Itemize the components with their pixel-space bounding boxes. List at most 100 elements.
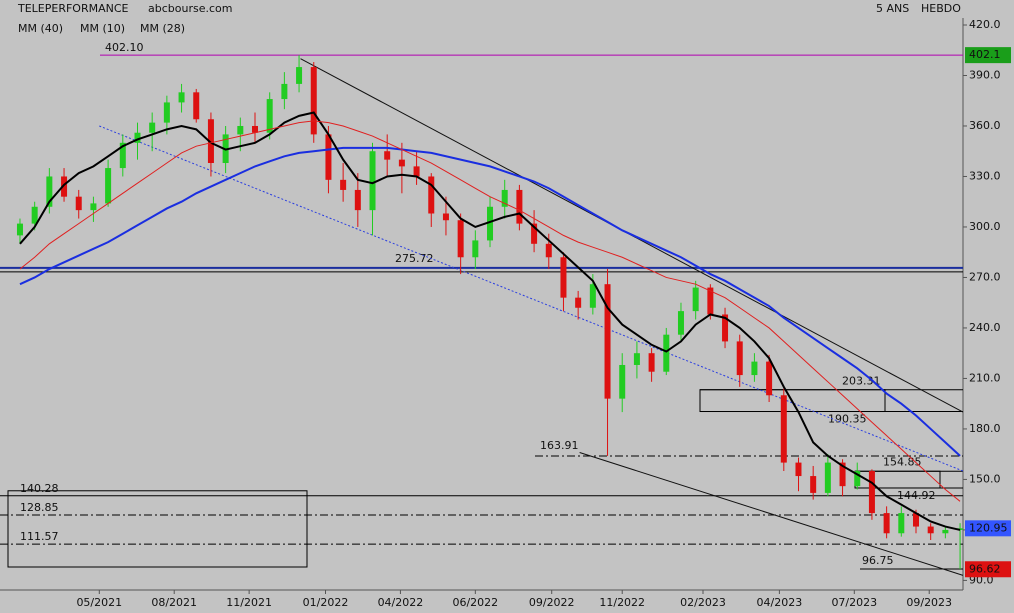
candle-body bbox=[854, 471, 861, 487]
candle-body bbox=[692, 287, 699, 312]
candle-body bbox=[545, 243, 552, 258]
candle-body bbox=[766, 361, 773, 396]
y-tick-label: 240.0 bbox=[969, 321, 1001, 334]
candle-body bbox=[428, 176, 435, 214]
candle-body bbox=[487, 206, 494, 241]
trendline bbox=[579, 452, 964, 576]
candle-body bbox=[898, 513, 905, 534]
x-tick-label: 02/2023 bbox=[680, 596, 726, 609]
candle-body bbox=[369, 151, 376, 211]
x-tick-label: 05/2021 bbox=[76, 596, 122, 609]
y-tick-label: 210.0 bbox=[969, 371, 1001, 384]
level-label: 203.31 bbox=[842, 375, 881, 388]
candle-body bbox=[61, 176, 68, 197]
price-tag-label: 120.95 bbox=[969, 521, 1008, 534]
x-tick-label: 11/2021 bbox=[226, 596, 272, 609]
y-tick-label: 180.0 bbox=[969, 422, 1001, 435]
candle-body bbox=[457, 220, 464, 258]
candle-body bbox=[619, 364, 626, 399]
candle-body bbox=[648, 353, 655, 372]
ma-line bbox=[19, 146, 961, 457]
source: abcbourse.com bbox=[148, 2, 232, 15]
y-tick-label: 150.0 bbox=[969, 472, 1001, 485]
candle-body bbox=[163, 102, 170, 123]
candle-body bbox=[384, 151, 391, 160]
legend-entry: MM (28) bbox=[140, 22, 185, 35]
price-tag bbox=[965, 561, 1011, 578]
y-tick-label: 270.0 bbox=[969, 270, 1001, 283]
candle-body bbox=[707, 287, 714, 315]
candle-body bbox=[677, 311, 684, 335]
period: 5 ANS bbox=[876, 2, 909, 15]
candle-body bbox=[442, 213, 449, 221]
candle-body bbox=[149, 122, 156, 133]
candle-body bbox=[178, 92, 185, 103]
level-label: 140.28 bbox=[20, 482, 59, 495]
candle-body bbox=[207, 119, 214, 164]
candle-body bbox=[119, 142, 126, 169]
price-tag-label: 402.1 bbox=[969, 48, 1001, 61]
ma-line bbox=[19, 120, 961, 502]
level-label: 275.72 bbox=[395, 252, 434, 265]
candle-body bbox=[604, 284, 611, 399]
candle-body bbox=[736, 341, 743, 376]
x-tick-label: 08/2021 bbox=[151, 596, 197, 609]
candle-body bbox=[780, 395, 787, 463]
x-tick-label: 01/2022 bbox=[303, 596, 349, 609]
candle-body bbox=[516, 189, 523, 224]
x-tick-label: 04/2022 bbox=[378, 596, 424, 609]
candle-body bbox=[751, 361, 758, 376]
candle-body bbox=[398, 159, 405, 167]
candle-body bbox=[810, 476, 817, 493]
y-tick-label: 300.0 bbox=[969, 220, 1001, 233]
chart-title: TELEPERFORMANCE bbox=[17, 2, 129, 15]
candle-body bbox=[16, 223, 23, 236]
candle-body bbox=[824, 462, 831, 493]
candle-body bbox=[927, 526, 934, 534]
candle-body bbox=[251, 125, 258, 133]
candle-body bbox=[839, 462, 846, 487]
candle-body bbox=[193, 92, 200, 120]
candle-body bbox=[722, 314, 729, 342]
x-tick-label: 06/2022 bbox=[452, 596, 498, 609]
candle-body bbox=[237, 125, 244, 135]
price-tag-label: 96.62 bbox=[969, 562, 1001, 575]
candle-body bbox=[413, 166, 420, 177]
candle-body bbox=[589, 284, 596, 308]
candle-body bbox=[340, 179, 347, 190]
y-tick-label: 360.0 bbox=[969, 119, 1001, 132]
price-tag bbox=[965, 47, 1011, 64]
zone-box bbox=[7, 490, 308, 568]
candle-body bbox=[31, 206, 38, 224]
candle-body bbox=[560, 257, 567, 298]
candle-body bbox=[281, 83, 288, 100]
x-tick-label: 07/2023 bbox=[831, 596, 877, 609]
legend-entry: MM (40) bbox=[18, 22, 63, 35]
candle-body bbox=[795, 462, 802, 477]
level-label: 128.85 bbox=[20, 501, 59, 514]
level-label: 163.91 bbox=[540, 439, 579, 452]
y-tick-label: 390.0 bbox=[969, 68, 1001, 81]
x-tick-label: 09/2023 bbox=[906, 596, 952, 609]
price-tag bbox=[965, 520, 1011, 537]
legend-entry: MM (10) bbox=[80, 22, 125, 35]
level-label: 402.10 bbox=[105, 41, 144, 54]
y-tick-label: 330.0 bbox=[969, 169, 1001, 182]
x-tick-label: 09/2022 bbox=[529, 596, 575, 609]
candle-body bbox=[633, 353, 640, 365]
ma-line bbox=[19, 111, 961, 531]
candle-body bbox=[912, 513, 919, 527]
candle-body bbox=[663, 334, 670, 372]
candle-body bbox=[868, 471, 875, 514]
candle-body bbox=[531, 223, 538, 244]
candle-body bbox=[266, 99, 273, 133]
candle-body bbox=[90, 203, 97, 211]
candle-body bbox=[575, 297, 582, 308]
x-tick-label: 04/2023 bbox=[757, 596, 803, 609]
candle-body bbox=[105, 168, 112, 204]
interval: HEBDO bbox=[921, 2, 961, 15]
candle-body bbox=[46, 176, 53, 207]
